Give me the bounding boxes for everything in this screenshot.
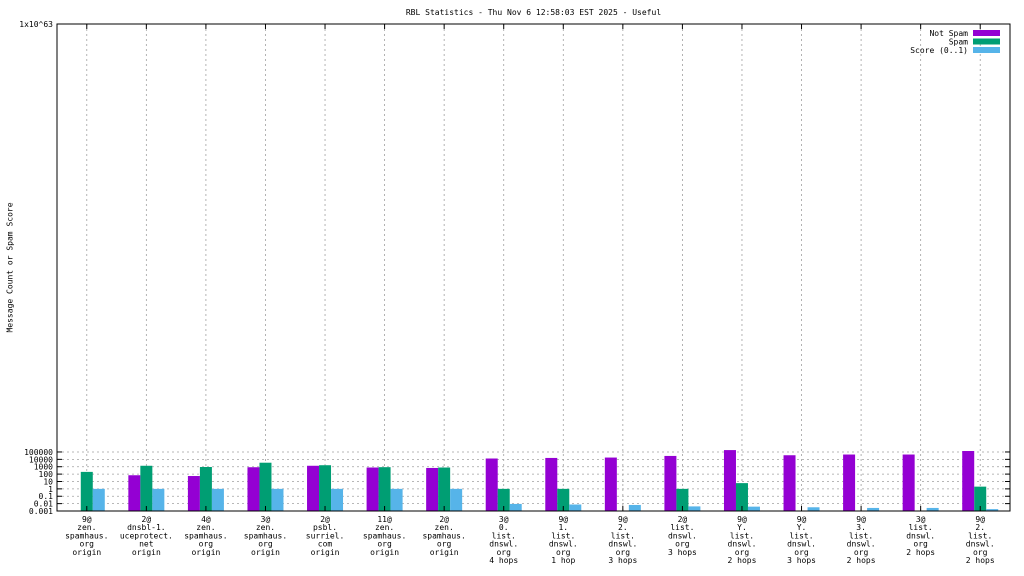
- y-tick-label: 100000: [24, 448, 53, 457]
- x-tick-label: 11@ zen. spamhaus. org origin: [363, 515, 406, 557]
- bar-not-spam: [366, 467, 379, 511]
- bar-not-spam: [664, 455, 677, 511]
- bar-score-0-1: [92, 488, 105, 511]
- bar-spam: [974, 486, 987, 511]
- bar-score-0-1: [867, 507, 880, 511]
- bar-score-0-1: [390, 488, 403, 511]
- y-tick-label: 0.01: [34, 500, 53, 509]
- bar-score-0-1: [807, 507, 820, 511]
- bar-spam: [80, 471, 93, 511]
- bar-spam: [438, 467, 451, 511]
- bar-spam: [557, 488, 570, 511]
- bar-score-0-1: [986, 509, 999, 511]
- bar-score-0-1: [450, 488, 463, 511]
- y-tick-label: 10000: [29, 455, 53, 464]
- x-tick-label: 4@ zen. spamhaus. org origin: [184, 515, 227, 557]
- bar-score-0-1: [509, 503, 522, 511]
- bar-not-spam: [783, 455, 796, 511]
- bar-spam: [140, 465, 153, 511]
- bar-spam: [676, 488, 689, 511]
- bar-score-0-1: [271, 488, 284, 511]
- bar-not-spam: [545, 457, 558, 511]
- x-tick-label: 9@ 2. list. dnswl. org 2 hops: [966, 515, 995, 565]
- bar-spam: [259, 462, 272, 511]
- bar-score-0-1: [569, 504, 582, 511]
- bar-spam: [735, 483, 748, 511]
- bars: [80, 450, 999, 511]
- bar-not-spam: [723, 450, 736, 511]
- plot-border: [56, 23, 1011, 512]
- x-tick-label: 9@ 1. list. dnswl. org 1 hop: [549, 515, 578, 565]
- bar-not-spam: [307, 465, 320, 511]
- x-tick-label: 3@ zen. spamhaus. org origin: [244, 515, 287, 557]
- x-tick-label: 9@ 2. list. dnswl. org 3 hops: [608, 515, 637, 565]
- y-tick-label: 100: [39, 470, 54, 479]
- bar-not-spam: [604, 457, 617, 511]
- y-tick-label: 10: [43, 477, 53, 486]
- bar-score-0-1: [747, 506, 760, 511]
- bar-spam: [199, 466, 212, 511]
- bar-score-0-1: [152, 488, 165, 511]
- x-tick-label: 9@ 3. list. dnswl. org 2 hops: [847, 515, 876, 565]
- chart-title: RBL Statistics - Thu Nov 6 12:58:03 EST …: [406, 8, 661, 17]
- legend-label: Spam: [949, 38, 968, 47]
- y-tick-label: 1: [48, 485, 53, 494]
- legend-label: Score (0..1): [910, 46, 968, 55]
- x-tick-label: 9@ zen. spamhaus. org origin: [65, 515, 108, 557]
- bar-not-spam: [902, 454, 915, 511]
- bar-not-spam: [187, 476, 200, 511]
- bar-not-spam: [485, 458, 498, 511]
- bar-not-spam: [843, 454, 856, 511]
- y-axis-top-label: 1x10^63: [19, 20, 53, 29]
- y-tick-label: 1000: [34, 463, 53, 472]
- legend-label: Not Spam: [929, 29, 968, 38]
- x-tick-label: 3@ 0. list. dnswl. org 4 hops: [489, 515, 518, 565]
- x-tick-label: 3@ list. dnswl. org 2 hops: [906, 515, 935, 557]
- y-axis-label: Message Count or Spam Score: [6, 202, 15, 332]
- bar-score-0-1: [331, 488, 344, 511]
- x-tick-label: 2@ dnsbl-1. uceprotect. net origin: [120, 515, 173, 557]
- x-tick-label: 2@ list. dnswl. org 3 hops: [668, 515, 697, 557]
- x-tick-label: 2@ psbl. surriel. com origin: [306, 515, 345, 557]
- legend-swatch: [973, 47, 1000, 53]
- bar-spam: [378, 467, 391, 511]
- bar-score-0-1: [688, 506, 701, 511]
- legend-swatch: [973, 30, 1000, 36]
- x-tick-label: 2@ zen. spamhaus. org origin: [422, 515, 465, 557]
- bar-score-0-1: [628, 504, 641, 511]
- bar-not-spam: [247, 467, 260, 511]
- bar-score-0-1: [926, 507, 939, 511]
- bar-not-spam: [426, 467, 439, 511]
- bar-score-0-1: [211, 488, 224, 511]
- bar-not-spam: [962, 451, 975, 511]
- bar-spam: [497, 488, 510, 511]
- x-axis-ticks: 9@ zen. spamhaus. org origin 2@ dnsbl-1. ucepro…: [65, 24, 995, 565]
- x-tick-label: 9@ Y. list. dnswl. org 2 hops: [728, 515, 757, 565]
- grid-lines: [57, 23, 1010, 511]
- y-tick-label: 0.001: [29, 507, 53, 516]
- x-tick-label: 9@ Y. list. dnswl. org 3 hops: [787, 515, 816, 565]
- legend-swatch: [973, 38, 1000, 45]
- bar-not-spam: [128, 475, 141, 511]
- bar-spam: [319, 465, 332, 511]
- y-tick-label: 0.1: [39, 492, 54, 501]
